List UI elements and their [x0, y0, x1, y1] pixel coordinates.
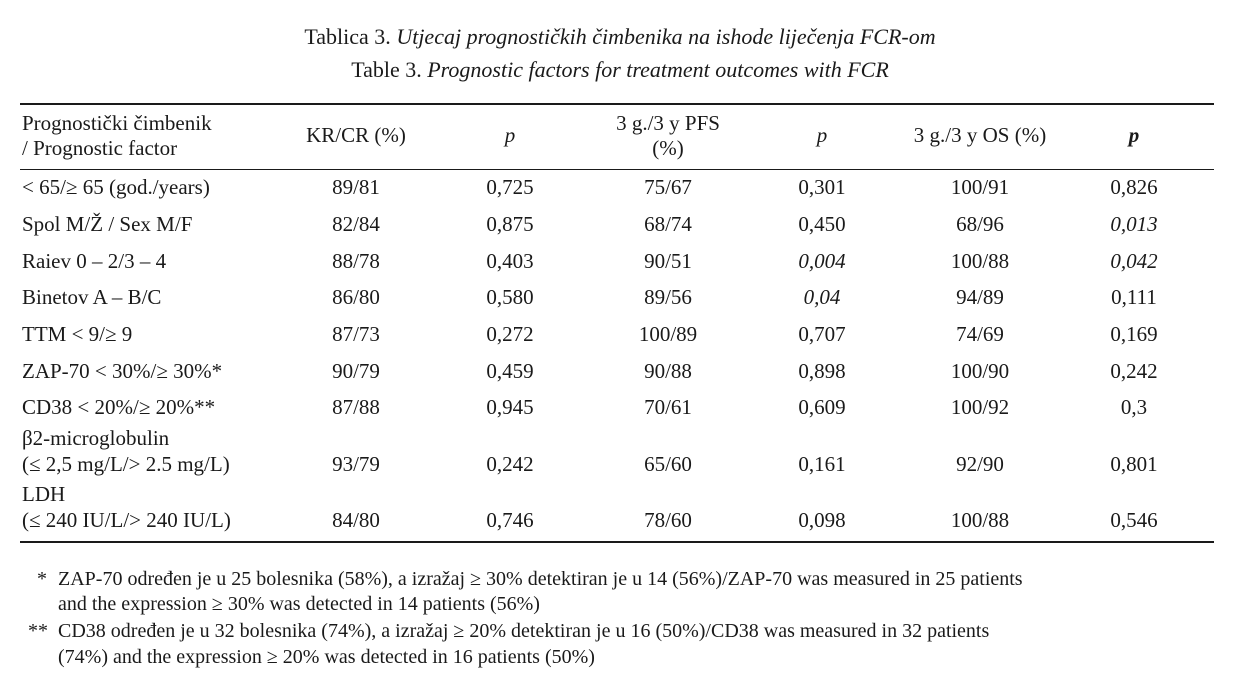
- cell-pfs: 100/89: [638, 322, 698, 346]
- table-top-rule: [20, 103, 1214, 105]
- cell-p2: 0,161: [798, 452, 846, 476]
- footnote-marker: *: [37, 568, 47, 590]
- cell-p3: 0,042: [1110, 249, 1158, 273]
- table-bottom-rule: [20, 541, 1214, 543]
- footnote-text-cont: (74%) and the expression ≥ 20% was detec…: [58, 646, 595, 668]
- cell-os: 100/88: [950, 249, 1010, 273]
- cell-os: 68/96: [956, 212, 1004, 236]
- caption-label: Table 3.: [351, 57, 422, 82]
- cell-p1: 0,403: [486, 249, 534, 273]
- cell-factor: Raiev 0 – 2/3 – 4: [22, 249, 167, 273]
- cell-kr: 90/79: [332, 359, 380, 383]
- cell-factor: Spol M/Ž / Sex M/F: [22, 212, 193, 236]
- cell-pfs: 70/61: [644, 395, 692, 419]
- cell-factor: < 65/≥ 65 (god./years): [22, 175, 210, 199]
- cell-p1: 0,875: [486, 212, 534, 236]
- cell-p1: 0,459: [486, 359, 534, 383]
- footnote-text-cont: and the expression ≥ 30% was detected in…: [58, 593, 540, 615]
- table-caption-english: Table 3. Prognostic factors for treatmen…: [0, 55, 1240, 85]
- cell-kr: 88/78: [332, 249, 380, 273]
- cell-os: 100/90: [950, 359, 1010, 383]
- cell-p3: 0,546: [1110, 508, 1158, 532]
- cell-p1: 0,272: [486, 322, 534, 346]
- header-p1: p: [504, 123, 516, 147]
- cell-kr: 89/81: [332, 175, 380, 199]
- footnote-text: CD38 određen je u 32 bolesnika (74%), a …: [58, 620, 990, 642]
- cell-p2: 0,450: [798, 212, 846, 236]
- cell-pfs: 65/60: [644, 452, 692, 476]
- cell-pfs: 90/51: [644, 249, 692, 273]
- cell-kr: 93/79: [332, 452, 380, 476]
- cell-factor: LDH: [22, 482, 66, 506]
- header-os: 3 g./3 y OS (%): [913, 123, 1047, 147]
- cell-os: 100/88: [950, 508, 1010, 532]
- cell-p3: 0,801: [1110, 452, 1158, 476]
- cell-p3: 0,111: [1111, 285, 1157, 309]
- cell-pfs: 89/56: [644, 285, 692, 309]
- header-p3: p: [1128, 123, 1140, 147]
- cell-kr: 84/80: [332, 508, 380, 532]
- cell-p2: 0,707: [798, 322, 846, 346]
- cell-factor: CD38 < 20%/≥ 20%**: [22, 395, 216, 419]
- cell-p2: 0,898: [798, 359, 846, 383]
- footnote-text: ZAP-70 određen je u 25 bolesnika (58%), …: [58, 568, 1023, 590]
- cell-p3: 0,242: [1110, 359, 1158, 383]
- table-header-rule: [20, 169, 1214, 170]
- cell-kr: 82/84: [332, 212, 380, 236]
- cell-p1: 0,725: [486, 175, 534, 199]
- cell-os: 74/69: [956, 322, 1004, 346]
- header-kr: KR/CR (%): [306, 123, 406, 147]
- cell-pfs: 78/60: [644, 508, 692, 532]
- cell-kr: 86/80: [332, 285, 380, 309]
- cell-p1: 0,945: [486, 395, 534, 419]
- cell-p1: 0,242: [486, 452, 534, 476]
- cell-kr: 87/73: [332, 322, 380, 346]
- caption-label: Tablica 3.: [304, 24, 391, 49]
- cell-pfs: 68/74: [644, 212, 692, 236]
- header-factor: Prognostički čimbenik: [22, 111, 212, 135]
- header-pfs: 3 g./3 y PFS: [616, 111, 720, 135]
- cell-pfs: 75/67: [644, 175, 692, 199]
- cell-p3: 0,013: [1110, 212, 1158, 236]
- cell-p3: 0,169: [1110, 322, 1158, 346]
- caption-title: Utjecaj prognostičkih čimbenika na ishod…: [396, 24, 936, 49]
- caption-title: Prognostic factors for treatment outcome…: [427, 57, 889, 82]
- cell-p2: 0,609: [798, 395, 846, 419]
- cell-p3: 0,826: [1110, 175, 1158, 199]
- cell-factor: ZAP-70 < 30%/≥ 30%*: [22, 359, 223, 383]
- table-caption-croatian: Tablica 3. Utjecaj prognostičkih čimbeni…: [0, 22, 1240, 52]
- cell-p2: 0,301: [798, 175, 846, 199]
- cell-factor-detail: (≤ 240 IU/L/> 240 IU/L): [22, 508, 231, 532]
- cell-os: 100/91: [950, 175, 1010, 199]
- cell-factor-detail: (≤ 2,5 mg/L/> 2.5 mg/L): [22, 452, 230, 476]
- cell-factor: TTM < 9/≥ 9: [22, 322, 133, 346]
- cell-kr: 87/88: [332, 395, 380, 419]
- cell-os: 94/89: [956, 285, 1004, 309]
- cell-p1: 0,746: [486, 508, 534, 532]
- cell-p2: 0,098: [798, 508, 846, 532]
- header-pfs-unit: (%): [652, 136, 684, 160]
- cell-p1: 0,580: [486, 285, 534, 309]
- header-factor-en: / Prognostic factor: [22, 136, 178, 160]
- cell-os: 92/90: [956, 452, 1004, 476]
- cell-factor: Binetov A – B/C: [22, 285, 162, 309]
- cell-p2: 0,04: [803, 285, 841, 309]
- cell-p3: 0,3: [1120, 395, 1148, 419]
- cell-os: 100/92: [950, 395, 1010, 419]
- cell-pfs: 90/88: [644, 359, 692, 383]
- cell-factor: β2-microglobulin: [22, 426, 170, 450]
- footnote-marker: **: [28, 620, 48, 642]
- header-p2: p: [816, 123, 828, 147]
- cell-p2: 0,004: [798, 249, 846, 273]
